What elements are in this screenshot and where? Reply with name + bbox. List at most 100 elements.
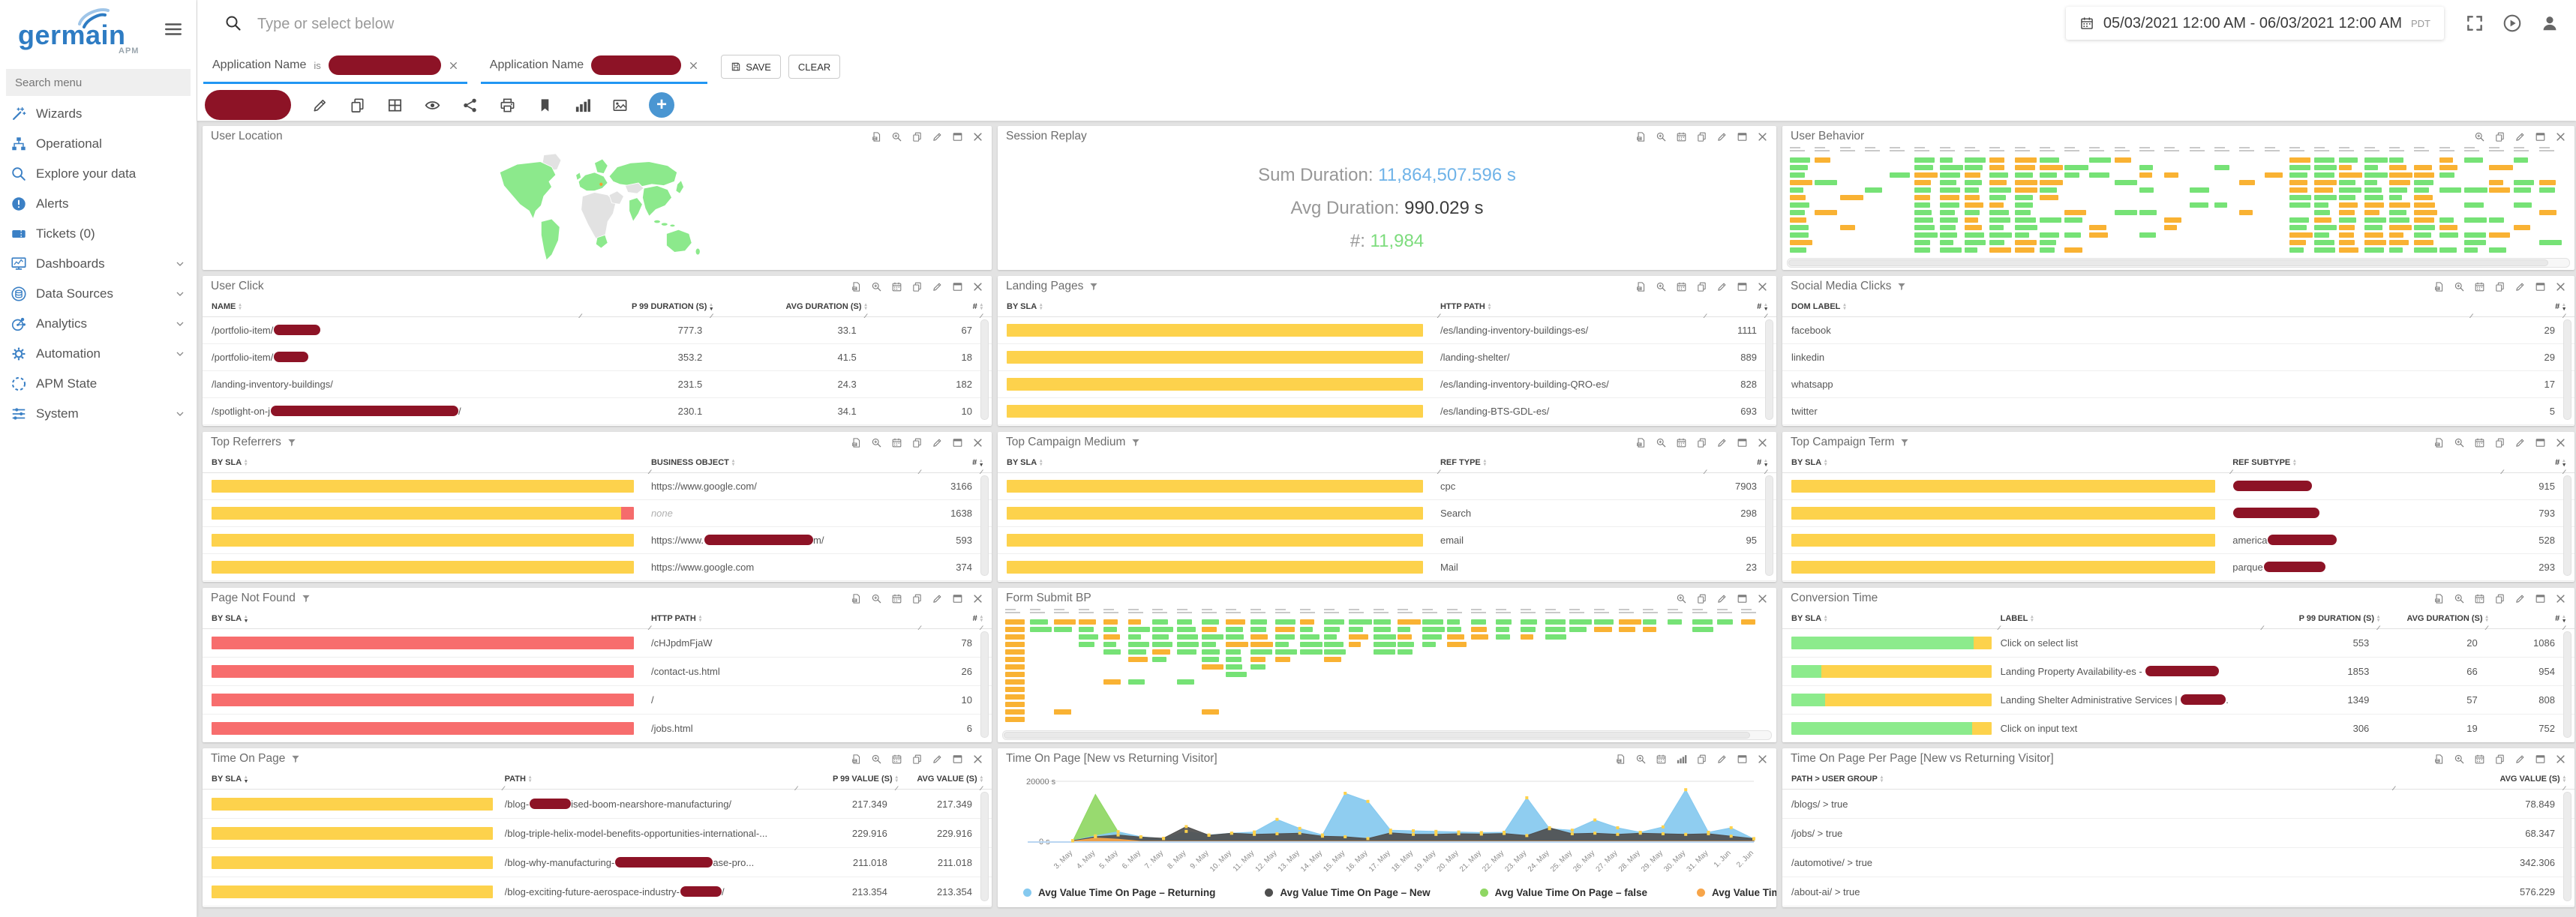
copy-icon[interactable]	[1696, 754, 1707, 765]
data-point[interactable]	[1458, 832, 1461, 835]
column-header-dom-label[interactable]: DOM LABEL▴▾∕∕	[1791, 302, 2472, 311]
close-icon[interactable]	[1757, 437, 1768, 448]
data-point[interactable]	[1593, 819, 1596, 822]
copy-icon[interactable]	[1696, 281, 1707, 292]
image-icon[interactable]	[611, 97, 629, 114]
table-row[interactable]: /blog-exciting-future-aerospace-industry…	[203, 877, 992, 907]
copy-icon[interactable]	[2494, 281, 2505, 292]
vertical-scrollbar[interactable]	[980, 631, 989, 738]
close-icon[interactable]	[972, 131, 983, 142]
column-header-[interactable]: #▴▾∕∕	[1707, 302, 1767, 311]
sort-icon[interactable]: ▴▾	[2563, 775, 2565, 783]
resize-handle[interactable]: ∕∕	[2486, 625, 2487, 631]
data-point[interactable]	[1253, 833, 1256, 836]
calendar-icon[interactable]	[891, 754, 902, 765]
table-row[interactable]: cpc7903	[998, 473, 1776, 500]
data-point[interactable]	[1434, 833, 1437, 836]
data-point[interactable]	[1366, 800, 1369, 803]
scrollbar-thumb[interactable]	[1788, 259, 2548, 266]
close-icon[interactable]	[2555, 437, 2566, 448]
resize-handle[interactable]: ∕∕	[2563, 469, 2564, 475]
calendar-icon[interactable]	[2474, 437, 2485, 448]
data-point[interactable]	[1730, 835, 1733, 838]
table-row[interactable]: /blog-why-manufacturing-ase-pro...211.01…	[203, 848, 992, 877]
column-header-by-sla[interactable]: BY SLA▴▾∕∕	[1791, 458, 2232, 467]
resize-handle[interactable]: ∕∕	[2393, 785, 2394, 792]
sort-icon[interactable]: ▴▾	[1484, 459, 1486, 466]
window-icon[interactable]	[952, 131, 963, 142]
data-point[interactable]	[1184, 825, 1187, 828]
zoom-icon[interactable]	[871, 754, 882, 765]
resize-handle[interactable]: ∕∕	[1765, 313, 1766, 319]
window-icon[interactable]	[2535, 281, 2546, 292]
zoom-icon[interactable]	[2474, 131, 2485, 142]
copy-icon[interactable]	[349, 97, 366, 114]
copy-icon[interactable]	[911, 281, 923, 292]
calendar-icon[interactable]	[1676, 131, 1687, 142]
export-csv-icon[interactable]	[2433, 593, 2445, 604]
column-header-[interactable]: #▴▾∕∕	[921, 458, 983, 467]
resize-handle[interactable]: ∕∕	[980, 785, 981, 792]
column-header-p-99-value-s[interactable]: P 99 VALUE (S)▴▾∕∕	[797, 775, 898, 784]
data-point[interactable]	[1662, 832, 1665, 835]
export-csv-icon[interactable]	[851, 437, 862, 448]
kpi-value[interactable]: 990.029 s	[1404, 198, 1483, 218]
table-row[interactable]: https://www.google.com374	[203, 554, 992, 581]
column-header-[interactable]: #▴▾∕∕	[921, 614, 983, 623]
table-row[interactable]: /landing-shelter/889	[998, 344, 1776, 371]
vertical-scrollbar[interactable]	[2563, 319, 2571, 420]
sort-icon[interactable]: ▴▾	[1040, 459, 1042, 466]
data-point[interactable]	[1412, 829, 1415, 832]
data-point[interactable]	[1344, 835, 1347, 838]
sort-icon[interactable]: ▴▾	[980, 459, 983, 466]
copy-icon[interactable]	[2494, 754, 2505, 765]
table-row[interactable]: america528	[1782, 527, 2574, 554]
filter-icon[interactable]	[1896, 281, 1907, 292]
world-map[interactable]	[477, 147, 717, 267]
table-row[interactable]: Click on select list553201086	[1782, 629, 2574, 658]
flow-chart[interactable]	[1004, 609, 1770, 729]
window-icon[interactable]	[1737, 281, 1748, 292]
export-csv-icon[interactable]	[2433, 281, 2445, 292]
resize-handle[interactable]: ∕∕	[580, 313, 581, 319]
filter-icon[interactable]	[1088, 281, 1099, 292]
user-avatar-icon[interactable]	[2540, 13, 2559, 33]
table-row[interactable]: https://www.m/593	[203, 527, 992, 554]
window-icon[interactable]	[952, 754, 963, 765]
data-point[interactable]	[1616, 826, 1619, 829]
edit-icon[interactable]	[932, 437, 943, 448]
sort-icon[interactable]: ▴▾	[239, 303, 241, 310]
edit-icon[interactable]	[1716, 754, 1728, 765]
column-header-by-sla[interactable]: BY SLA▴▾∕∕	[212, 458, 651, 467]
data-point[interactable]	[1162, 837, 1165, 840]
legend-item[interactable]: Avg Value Time On Page – false	[1480, 887, 1647, 898]
close-icon[interactable]	[972, 281, 983, 292]
print-icon[interactable]	[499, 97, 516, 114]
copy-icon[interactable]	[911, 437, 923, 448]
resize-handle[interactable]: ∕∕	[1765, 469, 1766, 475]
data-point[interactable]	[1299, 827, 1302, 830]
export-csv-icon[interactable]	[851, 754, 862, 765]
calendar-icon[interactable]	[891, 281, 902, 292]
table-row[interactable]: twitter5	[1782, 398, 2574, 425]
table-row[interactable]: email95	[998, 527, 1776, 554]
table-row[interactable]: /contact-us.html26	[203, 658, 992, 686]
edit-icon[interactable]	[932, 281, 943, 292]
sort-icon[interactable]: ▴▾	[699, 615, 701, 622]
filter-icon[interactable]	[1130, 437, 1141, 448]
data-point[interactable]	[1616, 833, 1619, 836]
column-header-ref-type[interactable]: REF TYPE▴▾∕∕	[1440, 458, 1707, 467]
resize-handle[interactable]: ∕∕	[2378, 625, 2379, 631]
window-icon[interactable]	[2535, 754, 2546, 765]
zoom-icon[interactable]	[2454, 593, 2465, 604]
sort-icon[interactable]: ▴▾	[2031, 615, 2033, 622]
column-header-ref-subtype[interactable]: REF SUBTYPE▴▾∕∕	[2232, 458, 2503, 467]
sidebar-item-analytics[interactable]: Analytics	[0, 309, 197, 339]
sort-icon[interactable]: ▴▾	[2293, 459, 2295, 466]
vertical-scrollbar[interactable]	[980, 792, 989, 901]
zoom-icon[interactable]	[1656, 131, 1667, 142]
sidebar-item-explore-your-data[interactable]: Explore your data	[0, 159, 197, 189]
window-icon[interactable]	[952, 281, 963, 292]
export-csv-icon[interactable]	[851, 593, 862, 604]
resize-handle[interactable]: ∕∕	[2470, 313, 2471, 319]
